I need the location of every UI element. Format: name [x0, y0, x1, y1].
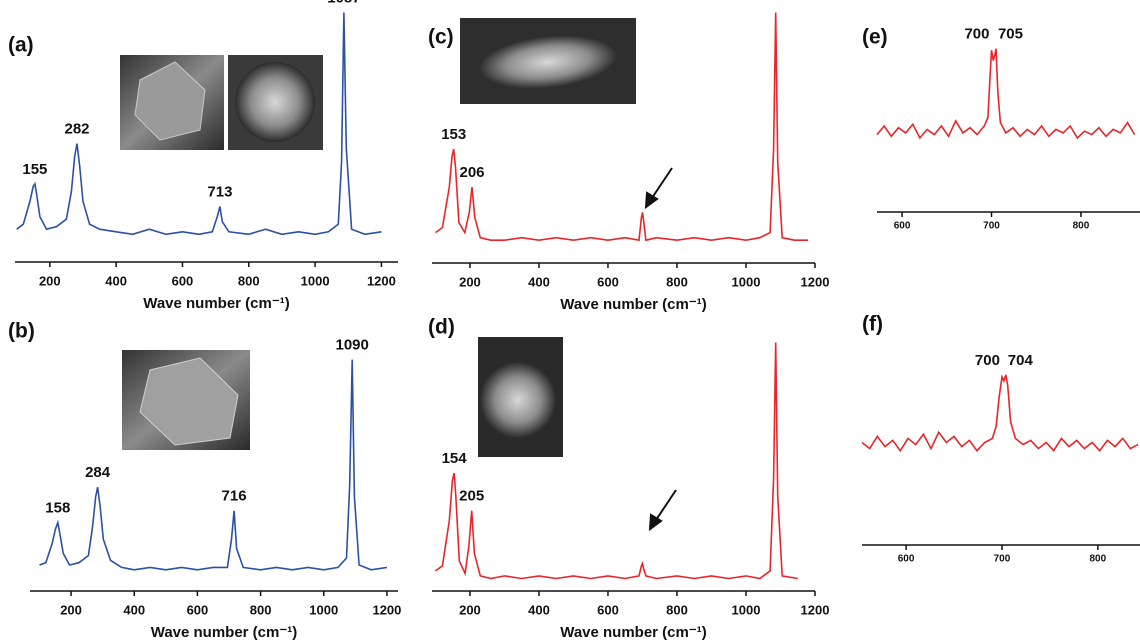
x-tick-label: 1000	[732, 274, 761, 289]
x-tick-label: 200	[459, 274, 481, 289]
peak-label: 205	[459, 488, 484, 505]
x-tick-label: 400	[123, 602, 145, 617]
x-tick-label: 1200	[367, 273, 396, 288]
x-tick-label: 800	[666, 602, 688, 617]
panel-label: (e)	[862, 26, 888, 49]
arrows	[644, 167, 677, 532]
peak-label: 158	[45, 500, 70, 517]
x-tick-label: 1200	[801, 274, 830, 289]
x-tick-label: 1200	[372, 602, 401, 617]
x-tick-label: 700	[994, 554, 1011, 565]
sem-crystal	[235, 62, 315, 142]
x-tick-label: 800	[1073, 221, 1090, 232]
x-tick-label: 600	[597, 602, 619, 617]
x-tick-label: 200	[39, 273, 61, 288]
sem-crystal	[480, 362, 556, 438]
panel-label: (d)	[428, 316, 455, 339]
peak-label: 700	[975, 352, 1000, 369]
peak-label: 1090	[336, 337, 369, 354]
x-axis-label: Wave number (cm⁻¹)	[151, 624, 298, 641]
panel-label: (a)	[8, 34, 34, 57]
spectrum-line	[876, 48, 1136, 140]
peak-label: 1087	[327, 0, 360, 6]
x-tick-label: 800	[250, 602, 272, 617]
x-tick-label: 400	[528, 274, 550, 289]
sem-crystal	[478, 35, 618, 89]
peak-label: 716	[222, 488, 247, 505]
x-tick-label: 200	[60, 602, 82, 617]
x-axis-label: Wave number (cm⁻¹)	[143, 295, 290, 312]
peak-label: 154	[442, 450, 468, 467]
peak-label: 705	[998, 26, 1023, 43]
sem-crystal	[139, 357, 239, 446]
x-tick-label: 400	[105, 273, 127, 288]
peak-label: 282	[64, 121, 89, 138]
x-tick-label: 1200	[801, 602, 830, 617]
x-axis-label: Wave number (cm⁻¹)	[560, 624, 707, 641]
x-tick-label: 800	[238, 273, 260, 288]
x-tick-label: 800	[1089, 554, 1106, 565]
x-tick-label: 400	[528, 602, 550, 617]
peak-label: 284	[85, 464, 111, 481]
arrow-head	[644, 191, 659, 210]
x-tick-label: 1000	[301, 273, 330, 288]
peak-label: 153	[441, 126, 466, 143]
spectrum-line	[435, 12, 809, 242]
peak-label: 206	[460, 164, 485, 181]
peak-label: 700	[964, 26, 989, 43]
peak-label: 704	[1008, 352, 1034, 369]
spectrum-line	[435, 342, 798, 580]
x-tick-label: 700	[983, 221, 1000, 232]
panel-label: (f)	[862, 313, 883, 336]
x-tick-label: 600	[898, 554, 915, 565]
panel-label: (b)	[8, 320, 35, 343]
spectrum-line	[39, 359, 388, 571]
x-tick-label: 600	[187, 602, 209, 617]
peak-label: 155	[22, 161, 47, 178]
arrow	[655, 489, 677, 521]
x-tick-label: 1000	[732, 602, 761, 617]
x-axis-label: Wave number (cm⁻¹)	[560, 296, 707, 313]
x-tick-label: 600	[172, 273, 194, 288]
x-tick-label: 600	[894, 221, 911, 232]
x-tick-label: 600	[597, 274, 619, 289]
peak-label: 713	[207, 184, 232, 201]
spectrum-line	[861, 374, 1139, 453]
x-tick-label: 800	[666, 274, 688, 289]
spectrum-line	[16, 12, 382, 236]
sem-crystal	[134, 61, 206, 141]
panel-label: (c)	[428, 26, 454, 49]
x-tick-label: 1000	[309, 602, 338, 617]
arrow-head	[648, 513, 663, 532]
arrow	[651, 167, 673, 199]
x-tick-label: 200	[459, 602, 481, 617]
